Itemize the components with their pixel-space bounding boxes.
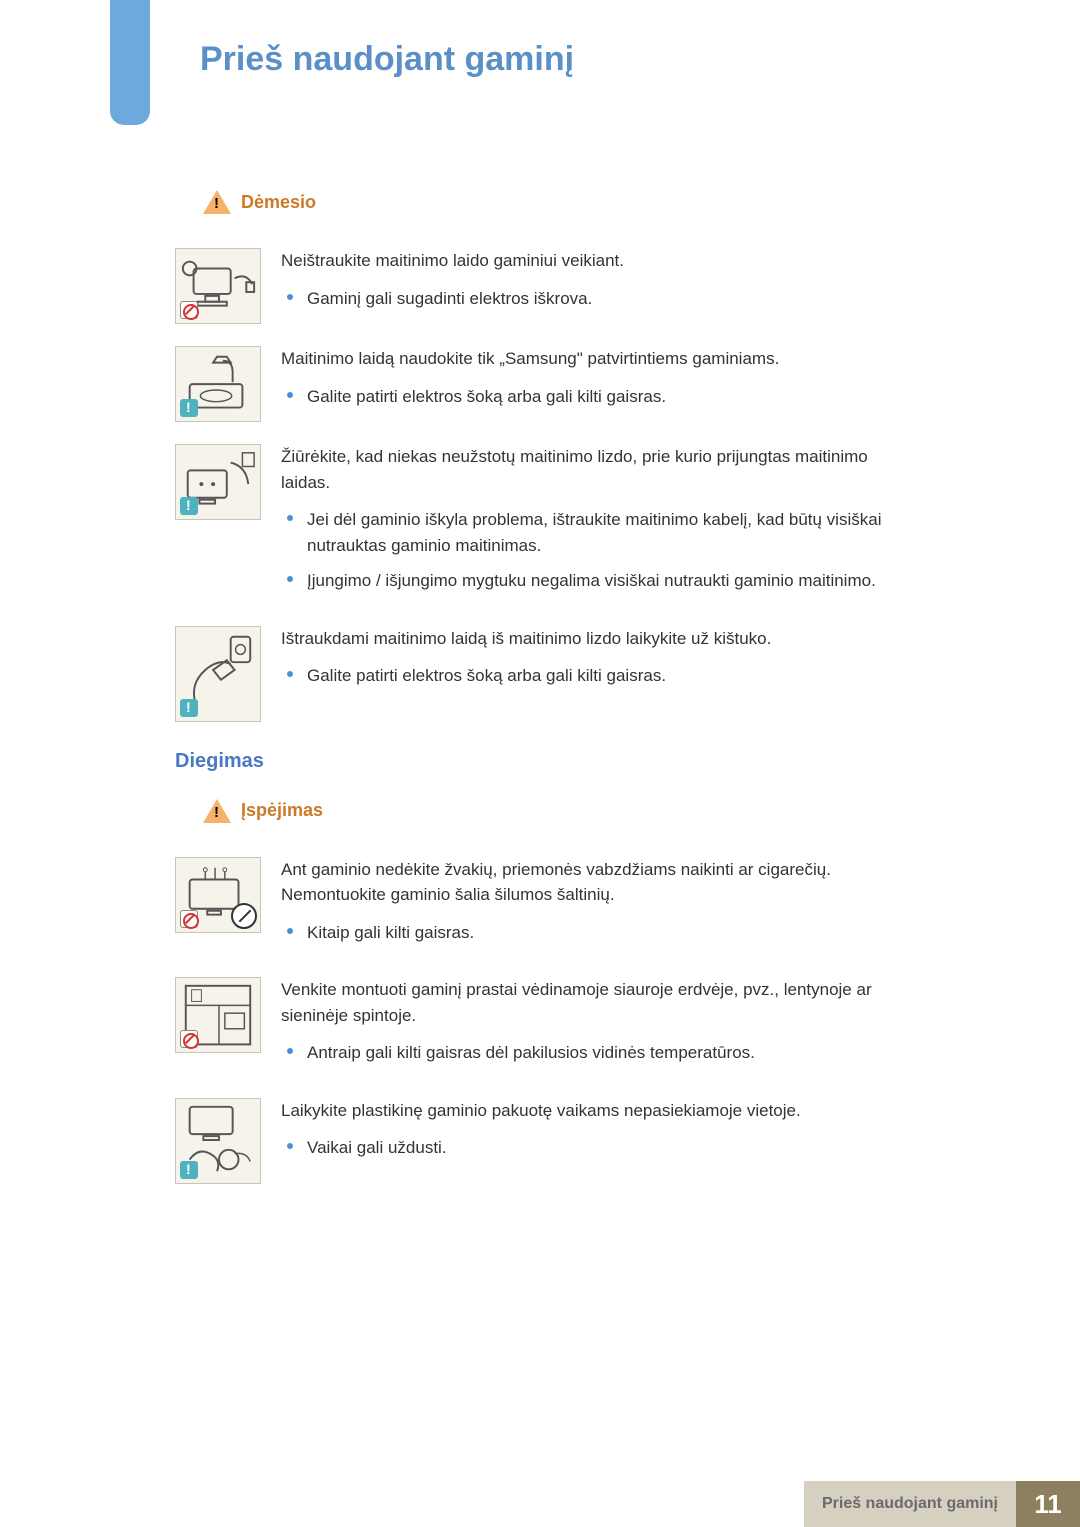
item-main-text: Venkite montuoti gaminį prastai vėdinamo…: [281, 977, 915, 1028]
item-sub-text: Kitaip gali kilti gaisras.: [307, 920, 915, 946]
attention-header: Dėmesio: [203, 190, 915, 214]
safety-item: Venkite montuoti gaminį prastai vėdinamo…: [175, 977, 915, 1076]
item-main-text: Laikykite plastikinę gaminio pakuotę vai…: [281, 1098, 915, 1124]
item-text: Neištraukite maitinimo laido gaminiui ve…: [281, 248, 915, 324]
safety-item: Maitinimo laidą naudokite tik „Samsung" …: [175, 346, 915, 422]
item-main-text: Žiūrėkite, kad niekas neužstotų maitinim…: [281, 444, 915, 495]
warning-triangle-icon: [203, 799, 231, 823]
item-sub-text: Gaminį gali sugadinti elektros iškrova.: [307, 286, 915, 312]
item-sub-text: Jei dėl gaminio iškyla problema, ištrauk…: [307, 507, 915, 558]
prohibit-icon: [180, 1030, 198, 1048]
info-icon: [180, 1161, 198, 1179]
item-text: Venkite montuoti gaminį prastai vėdinamo…: [281, 977, 915, 1076]
illustration-hold-plug: [175, 626, 261, 722]
safety-item: Ištraukdami maitinimo laidą iš maitinimo…: [175, 626, 915, 722]
safety-item: Ant gaminio nedėkite žvakių, priemonės v…: [175, 857, 915, 956]
item-main-text: Neištraukite maitinimo laido gaminiui ve…: [281, 248, 915, 274]
illustration-plastic-bag: [175, 1098, 261, 1184]
item-sub-text: Vaikai gali uždusti.: [307, 1135, 915, 1161]
item-sub-text: Antraip gali kilti gaisras dėl pakilusio…: [307, 1040, 915, 1066]
safety-item: Neištraukite maitinimo laido gaminiui ve…: [175, 248, 915, 324]
item-main-text: Ant gaminio nedėkite žvakių, priemonės v…: [281, 857, 915, 908]
item-sub-text: Galite patirti elektros šoką arba gali k…: [307, 384, 915, 410]
item-text: Ištraukdami maitinimo laidą iš maitinimo…: [281, 626, 915, 722]
content-area: Dėmesio Neištraukite maitinimo laido gam…: [175, 190, 915, 1206]
footer-section-label: Prieš naudojant gaminį: [804, 1481, 1016, 1527]
safety-item: Žiūrėkite, kad niekas neužstotų maitinim…: [175, 444, 915, 604]
no-touch-icon: [231, 903, 257, 929]
info-icon: [180, 699, 198, 717]
info-icon: [180, 497, 198, 515]
item-main-text: Maitinimo laidą naudokite tik „Samsung" …: [281, 346, 915, 372]
sidebar-accent: [110, 0, 150, 125]
prohibit-icon: [180, 301, 198, 319]
warning-triangle-icon: [203, 190, 231, 214]
illustration-unplug: [175, 248, 261, 324]
section-title-install: Diegimas: [175, 750, 915, 773]
footer-page-number: 11: [1016, 1481, 1080, 1527]
item-text: Ant gaminio nedėkite žvakių, priemonės v…: [281, 857, 915, 956]
attention-label: Dėmesio: [241, 192, 316, 213]
safety-item: Laikykite plastikinę gaminio pakuotę vai…: [175, 1098, 915, 1184]
prohibit-icon: [180, 910, 198, 928]
warning-header: Įspėjimas: [203, 799, 915, 823]
page-footer: Prieš naudojant gaminį 11: [804, 1481, 1080, 1527]
warning-label: Įspėjimas: [241, 800, 323, 821]
illustration-samsung-cord: [175, 346, 261, 422]
illustration-ventilation: [175, 977, 261, 1053]
illustration-no-candles: [175, 857, 261, 933]
item-text: Maitinimo laidą naudokite tik „Samsung" …: [281, 346, 915, 422]
info-icon: [180, 399, 198, 417]
item-text: Laikykite plastikinę gaminio pakuotę vai…: [281, 1098, 915, 1184]
item-sub-text: Įjungimo / išjungimo mygtuku negalima vi…: [307, 568, 915, 594]
page-title: Prieš naudojant gaminį: [200, 40, 574, 79]
illustration-outlet-clear: [175, 444, 261, 520]
item-text: Žiūrėkite, kad niekas neužstotų maitinim…: [281, 444, 915, 604]
item-main-text: Ištraukdami maitinimo laidą iš maitinimo…: [281, 626, 915, 652]
item-sub-text: Galite patirti elektros šoką arba gali k…: [307, 663, 915, 689]
